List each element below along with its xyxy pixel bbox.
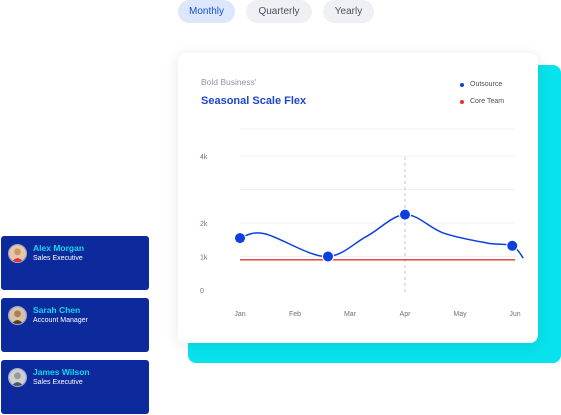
data-point-outsource: [234, 232, 246, 245]
x-tick-label: Mar: [344, 311, 357, 318]
chart-card: Bold Business' Seasonal Scale Flex Outso…: [178, 53, 538, 343]
legend-item-outsource: Outsource: [460, 80, 504, 89]
data-point-outsource: [399, 208, 411, 221]
x-tick-label: May: [453, 311, 467, 318]
person-card-sarah-chen[interactable]: Sarah Chen Account Manager: [1, 298, 149, 352]
avatar: [8, 244, 27, 263]
legend-dot-core-team: [460, 99, 464, 104]
legend-label-outsource: Outsource: [470, 81, 503, 88]
person-card-james-wilson[interactable]: James Wilson Sales Executive: [1, 360, 149, 414]
card-title: Seasonal Scale Flex: [201, 95, 307, 107]
tab-yearly[interactable]: Yearly: [323, 0, 374, 23]
legend-label-core-team: Core Team: [470, 98, 505, 105]
person-role: Sales Executive: [33, 255, 83, 262]
person-name: Sarah Chen: [33, 305, 81, 315]
card-eyebrow: Bold Business': [201, 77, 257, 87]
data-point-outsource: [322, 250, 334, 263]
y-tick-label: 1k: [200, 255, 208, 262]
tab-quarterly[interactable]: Quarterly: [246, 0, 312, 23]
person-card-alex-morgan[interactable]: Alex Morgan Sales Executive: [1, 236, 149, 290]
x-tick-label: Feb: [289, 311, 301, 318]
line-chart: 0 1k 2k 4k Jan Feb Mar Apr May Jun: [200, 128, 524, 318]
person-role: Account Manager: [33, 317, 88, 324]
person-name: Alex Morgan: [33, 243, 85, 253]
tab-monthly[interactable]: Monthly: [178, 0, 235, 23]
legend-item-core-team: Core Team: [460, 97, 504, 106]
avatar: [8, 368, 27, 387]
person-name: James Wilson: [33, 367, 90, 377]
x-tick-label: Jun: [509, 311, 520, 318]
chart-legend: Outsource Core Team: [460, 80, 504, 114]
legend-dot-outsource: [460, 82, 464, 87]
y-tick-label: 4k: [200, 154, 208, 161]
y-tick-label: 0: [200, 288, 204, 295]
avatar: [8, 306, 27, 325]
x-tick-label: Apr: [400, 311, 412, 318]
y-tick-label: 2k: [200, 221, 208, 228]
person-role: Sales Executive: [33, 379, 83, 386]
x-tick-label: Jan: [234, 311, 245, 318]
data-point-outsource: [506, 239, 519, 252]
series-line-outsource: [239, 213, 524, 259]
period-tabs: Monthly Quarterly Yearly: [178, 0, 374, 23]
